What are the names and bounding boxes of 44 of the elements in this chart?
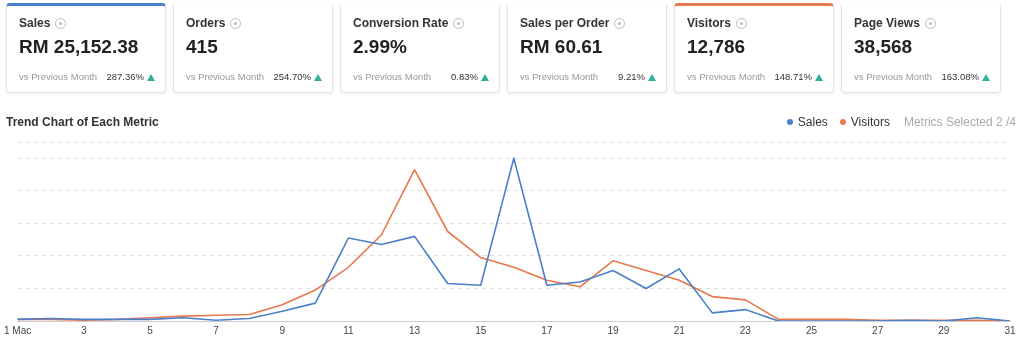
text: Metrics Selected 2 /4 xyxy=(903,115,1016,129)
text: Visitors xyxy=(687,16,731,30)
x-tick-label: 29 xyxy=(938,324,950,336)
x-tick-label: 15 xyxy=(475,324,487,336)
legend-label: Visitors xyxy=(850,115,890,129)
text: vs Previous Month xyxy=(353,71,432,82)
text: vs Previous Month xyxy=(19,71,98,82)
text: vs Previous Month xyxy=(687,71,766,82)
chart-title: Trend Chart of Each Metric xyxy=(6,115,160,129)
x-tick-label: 13 xyxy=(409,324,421,336)
text: 12,786 xyxy=(687,36,747,58)
x-tick-label: 1 Mac xyxy=(4,324,32,336)
text: 254.70% xyxy=(273,71,311,82)
x-tick-label: 7 xyxy=(213,324,220,336)
x-tick-label: 9 xyxy=(279,324,286,336)
text: RM 25,152.38 xyxy=(19,36,140,58)
text: 415 xyxy=(186,36,219,58)
text: 148.71% xyxy=(774,71,812,82)
x-tick-label: 21 xyxy=(673,324,686,336)
x-tick-label: 5 xyxy=(147,324,154,336)
text: Sales per Order xyxy=(520,16,610,30)
x-tick-label: 3 xyxy=(80,324,87,336)
text: 163.08% xyxy=(941,71,979,82)
x-tick-label: 17 xyxy=(541,324,553,336)
text: 38,568 xyxy=(854,36,914,58)
x-tick-label: 23 xyxy=(739,324,752,336)
text: 2.99% xyxy=(353,36,408,58)
x-tick-label: 31 xyxy=(1004,324,1016,336)
x-tick-label: 27 xyxy=(872,324,884,336)
text: 0.83% xyxy=(451,71,478,82)
text: Sales xyxy=(19,16,51,30)
text: vs Previous Month xyxy=(520,71,599,82)
text: RM 60.61 xyxy=(520,36,604,58)
text: 9.21% xyxy=(618,71,645,82)
x-tick-label: 11 xyxy=(343,324,355,336)
text: Orders xyxy=(186,16,226,30)
text: vs Previous Month xyxy=(186,71,265,82)
x-tick-label: 19 xyxy=(607,324,620,336)
text: Conversion Rate xyxy=(353,16,449,30)
text: Page Views xyxy=(854,16,920,30)
text: 287.36% xyxy=(106,71,144,82)
x-tick-label: 25 xyxy=(805,324,818,336)
text: vs Previous Month xyxy=(854,71,933,82)
legend-label: Sales xyxy=(797,115,828,129)
